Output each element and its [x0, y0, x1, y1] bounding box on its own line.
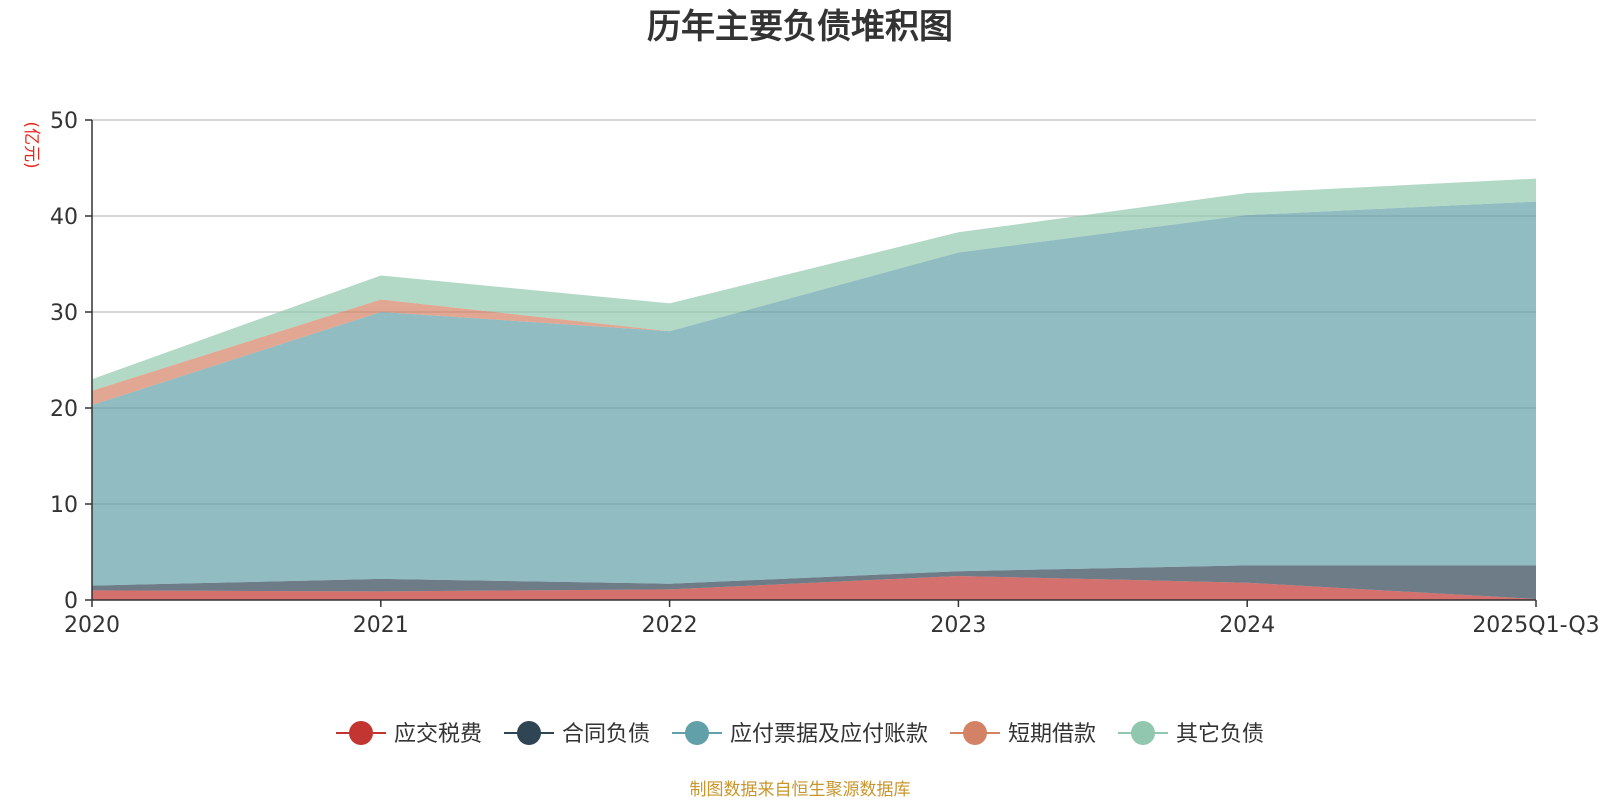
- axes: 0 10 20 30 40 50 2020 2021 2022 2023 2024 2025Q1-Q3: [50, 109, 1600, 638]
- area-4: [92, 178, 1536, 391]
- legend-item-0[interactable]: 应交税费: [336, 721, 482, 747]
- y-tick-label: 0: [64, 589, 78, 614]
- x-tick-label: 2025Q1-Q3: [1472, 613, 1599, 638]
- source-note: 制图数据来自恒生聚源数据库: [690, 780, 911, 800]
- legend-label: 短期借款: [1008, 722, 1096, 747]
- legend-circle-icon: [349, 721, 373, 745]
- legend-label: 应付票据及应付账款: [730, 722, 928, 747]
- y-tick-label: 30: [50, 301, 78, 326]
- legend-label: 其它负债: [1176, 722, 1264, 747]
- legend-circle-icon: [685, 721, 709, 745]
- area-series: [92, 178, 1536, 600]
- area-2: [92, 201, 1536, 586]
- x-tick-label: 2020: [64, 613, 120, 638]
- legend-circle-icon: [1131, 721, 1155, 745]
- area-1: [92, 565, 1536, 599]
- legend[interactable]: 应交税费 合同负债 应付票据及应付账款 短期借款 其它负债: [336, 721, 1264, 747]
- x-tick-label: 2022: [642, 613, 698, 638]
- legend-circle-icon: [963, 721, 987, 745]
- legend-item-1[interactable]: 合同负债: [504, 721, 650, 747]
- x-tick-label: 2024: [1219, 613, 1275, 638]
- area-3: [92, 201, 1536, 406]
- y-tick-label: 40: [50, 205, 78, 230]
- x-tick-label: 2021: [353, 613, 409, 638]
- area-0: [92, 576, 1536, 600]
- y-tick-label: 50: [50, 109, 78, 134]
- legend-circle-icon: [517, 721, 541, 745]
- chart-title: 历年主要负债堆积图: [647, 7, 953, 47]
- y-tick-label: 20: [50, 397, 78, 422]
- legend-item-3[interactable]: 短期借款: [950, 721, 1096, 747]
- legend-label: 合同负债: [562, 722, 650, 747]
- legend-label: 应交税费: [394, 722, 482, 747]
- x-tick-label: 2023: [930, 613, 986, 638]
- y-tick-label: 10: [50, 493, 78, 518]
- legend-item-4[interactable]: 其它负债: [1118, 721, 1264, 747]
- y-axis-label: (亿元): [21, 121, 41, 168]
- legend-item-2[interactable]: 应付票据及应付账款: [672, 721, 928, 747]
